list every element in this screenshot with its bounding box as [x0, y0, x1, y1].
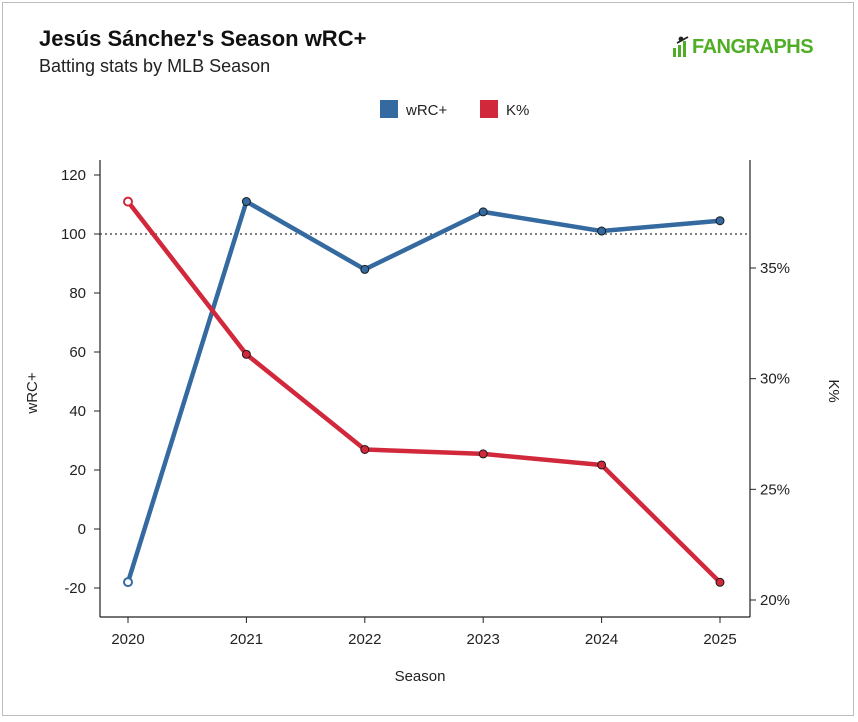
- chart-subtitle: Batting stats by MLB Season: [39, 56, 271, 76]
- logo-wordmark: FANGRAPHS: [692, 35, 814, 58]
- batter-icon: [673, 36, 689, 57]
- chart-title: Jesús Sánchez's Season wRC+: [39, 26, 367, 51]
- fangraphs-logo[interactable]: FANGRAPHS: [672, 35, 814, 59]
